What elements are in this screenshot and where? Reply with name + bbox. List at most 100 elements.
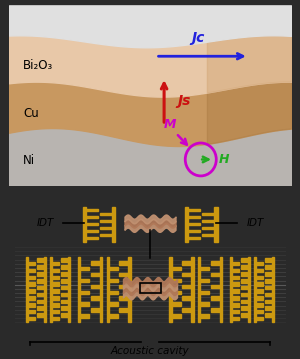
- Bar: [86, 230, 98, 232]
- Bar: [232, 283, 239, 286]
- Bar: [182, 261, 191, 265]
- Text: IDT: IDT: [36, 218, 54, 228]
- Bar: [109, 279, 118, 282]
- Bar: [68, 257, 70, 322]
- Bar: [272, 257, 274, 322]
- Bar: [200, 290, 209, 294]
- Bar: [82, 207, 86, 242]
- Bar: [52, 317, 59, 320]
- Bar: [80, 279, 89, 282]
- Bar: [128, 257, 130, 322]
- Bar: [202, 227, 214, 229]
- Bar: [28, 283, 35, 286]
- Bar: [265, 299, 272, 303]
- Bar: [100, 234, 112, 236]
- Bar: [28, 269, 35, 272]
- Bar: [61, 258, 68, 262]
- Bar: [248, 257, 250, 322]
- Bar: [28, 276, 35, 279]
- Bar: [265, 313, 272, 317]
- Bar: [109, 314, 118, 318]
- Bar: [265, 272, 272, 276]
- Bar: [100, 257, 102, 322]
- Bar: [52, 296, 59, 300]
- Bar: [211, 285, 220, 288]
- Bar: [232, 276, 239, 279]
- Bar: [265, 293, 272, 296]
- Bar: [191, 257, 194, 322]
- Bar: [169, 257, 172, 322]
- Bar: [200, 267, 209, 270]
- Bar: [200, 314, 209, 318]
- Bar: [232, 317, 239, 320]
- Bar: [61, 313, 68, 317]
- Bar: [256, 310, 263, 313]
- Text: H: H: [219, 153, 229, 166]
- Bar: [37, 272, 44, 276]
- Bar: [37, 293, 44, 296]
- Bar: [188, 209, 200, 211]
- Bar: [202, 220, 214, 222]
- Bar: [265, 258, 272, 262]
- Bar: [61, 272, 68, 276]
- Bar: [80, 290, 89, 294]
- Bar: [254, 257, 256, 322]
- Bar: [37, 279, 44, 283]
- Bar: [256, 303, 263, 307]
- Bar: [91, 297, 100, 300]
- Bar: [241, 258, 248, 262]
- Bar: [28, 296, 35, 300]
- Bar: [198, 257, 200, 322]
- Bar: [37, 313, 44, 317]
- Bar: [86, 223, 98, 225]
- Bar: [119, 261, 128, 265]
- Bar: [52, 303, 59, 307]
- Bar: [214, 207, 218, 242]
- Bar: [119, 285, 128, 288]
- Bar: [232, 310, 239, 313]
- Bar: [211, 261, 220, 265]
- Bar: [37, 258, 44, 262]
- Bar: [188, 230, 200, 232]
- Bar: [109, 290, 118, 294]
- Bar: [232, 303, 239, 307]
- Bar: [52, 269, 59, 272]
- Bar: [100, 213, 112, 215]
- Bar: [211, 273, 220, 276]
- Text: Jc: Jc: [191, 31, 205, 45]
- Bar: [91, 261, 100, 265]
- Bar: [37, 306, 44, 310]
- Bar: [220, 257, 222, 322]
- Bar: [52, 310, 59, 313]
- Bar: [50, 257, 52, 322]
- Bar: [256, 262, 263, 266]
- Bar: [140, 283, 160, 293]
- Bar: [61, 286, 68, 289]
- Text: Js: Js: [177, 94, 190, 108]
- Bar: [91, 273, 100, 276]
- Bar: [109, 302, 118, 306]
- Bar: [241, 293, 248, 296]
- Bar: [86, 237, 98, 239]
- Bar: [61, 293, 68, 296]
- Bar: [256, 317, 263, 320]
- Bar: [91, 308, 100, 312]
- Bar: [52, 262, 59, 266]
- Bar: [172, 267, 181, 270]
- Text: M: M: [164, 118, 176, 131]
- Bar: [202, 213, 214, 215]
- Bar: [100, 220, 112, 222]
- Bar: [232, 269, 239, 272]
- Bar: [265, 306, 272, 310]
- Bar: [241, 265, 248, 269]
- Text: Ni: Ni: [23, 154, 35, 167]
- Bar: [232, 296, 239, 300]
- Bar: [80, 302, 89, 306]
- Bar: [211, 308, 220, 312]
- Bar: [256, 283, 263, 286]
- Bar: [119, 273, 128, 276]
- Bar: [61, 265, 68, 269]
- Bar: [200, 279, 209, 282]
- Bar: [106, 257, 109, 322]
- Bar: [188, 223, 200, 225]
